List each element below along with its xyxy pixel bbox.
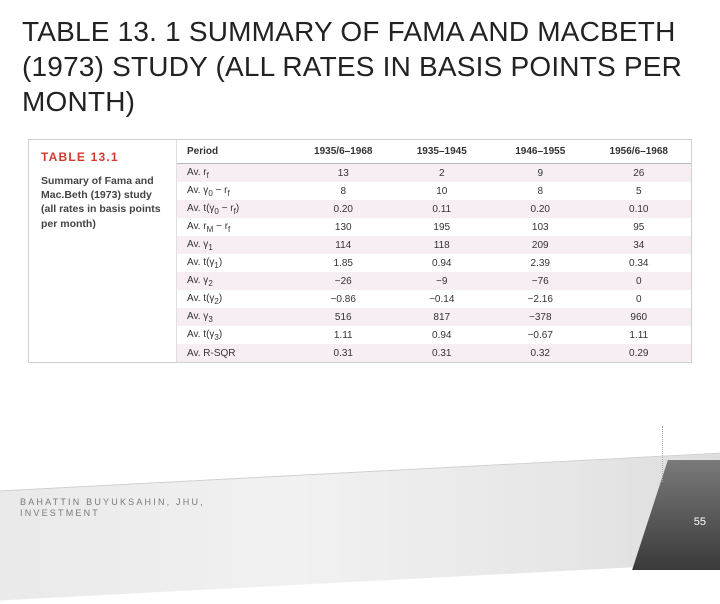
col-4: 1956/6–1968 — [593, 146, 692, 157]
footer-text: BAHATTIN BUYUKSAHIN, JHU, INVESTMENT — [20, 497, 205, 520]
cell: 209 — [494, 240, 593, 251]
table-header-row: Period 1935/6–1968 1935–1945 1946–1955 1… — [177, 140, 691, 164]
table-row: Av. t(γ2)−0.86−0.14−2.160 — [177, 290, 691, 308]
cell: 10 — [396, 186, 495, 197]
cell: −26 — [297, 276, 396, 287]
cell: 1.11 — [297, 330, 396, 341]
cell: 26 — [593, 168, 692, 179]
cell: 817 — [396, 312, 495, 323]
cell: −0.86 — [297, 294, 396, 305]
table-row: Av. γ3516817−378960 — [177, 308, 691, 326]
cell: 0 — [593, 276, 692, 287]
row-label: Av. t(γ2) — [177, 293, 297, 306]
row-label: Av. t(γ1) — [177, 257, 297, 270]
cell: 960 — [593, 312, 692, 323]
table-data-panel: Period 1935/6–1968 1935–1945 1946–1955 1… — [177, 140, 691, 362]
decorative-ruler — [662, 426, 664, 482]
row-label: Av. γ1 — [177, 239, 297, 252]
table-side-panel: TABLE 13.1 Summary of Fama and Mac.Beth … — [29, 140, 177, 362]
cell: −9 — [396, 276, 495, 287]
table-row: Av. γ2−26−9−760 — [177, 272, 691, 290]
row-label: Av. rf — [177, 167, 297, 180]
row-label: Av. γ3 — [177, 311, 297, 324]
row-label: Av. rM − rf — [177, 221, 297, 234]
footer-background — [0, 446, 720, 603]
cell: 0.34 — [593, 258, 692, 269]
slide-title: TABLE 13. 1 SUMMARY OF FAMA AND MACBETH … — [0, 0, 720, 129]
cell: 114 — [297, 240, 396, 251]
col-2: 1935–1945 — [396, 146, 495, 157]
cell: 103 — [494, 222, 593, 233]
cell: 8 — [297, 186, 396, 197]
row-label: Av. R-SQR — [177, 348, 297, 359]
row-label: Av. t(γ0 − rf) — [177, 203, 297, 216]
cell: 2 — [396, 168, 495, 179]
cell: 95 — [593, 222, 692, 233]
cell: 195 — [396, 222, 495, 233]
cell: 5 — [593, 186, 692, 197]
cell: 1.11 — [593, 330, 692, 341]
row-label: Av. t(γ3) — [177, 329, 297, 342]
cell: −0.67 — [494, 330, 593, 341]
footer-line2: INVESTMENT — [20, 508, 100, 518]
col-3: 1946–1955 — [494, 146, 593, 157]
table-caption: Summary of Fama and Mac.Beth (1973) stud… — [41, 174, 166, 231]
cell: 1.85 — [297, 258, 396, 269]
cell: −76 — [494, 276, 593, 287]
cell: 0.20 — [494, 204, 593, 215]
cell: 516 — [297, 312, 396, 323]
col-period: Period — [177, 146, 297, 157]
cell: 118 — [396, 240, 495, 251]
cell: 0.20 — [297, 204, 396, 215]
table-row: Av. rf132926 — [177, 164, 691, 182]
page-number: 55 — [694, 516, 706, 528]
cell: 0 — [593, 294, 692, 305]
cell: 0.31 — [297, 348, 396, 359]
table-row: Av. t(γ0 − rf)0.200.110.200.10 — [177, 200, 691, 218]
row-label: Av. γ2 — [177, 275, 297, 288]
cell: 34 — [593, 240, 692, 251]
cell: −2.16 — [494, 294, 593, 305]
table-container: TABLE 13.1 Summary of Fama and Mac.Beth … — [28, 139, 692, 363]
table-row: Av. γ111411820934 — [177, 236, 691, 254]
cell: −378 — [494, 312, 593, 323]
cell: 13 — [297, 168, 396, 179]
cell: 0.94 — [396, 258, 495, 269]
table-row: Av. rM − rf13019510395 — [177, 218, 691, 236]
cell: 2.39 — [494, 258, 593, 269]
col-1: 1935/6–1968 — [297, 146, 396, 157]
cell: 0.29 — [593, 348, 692, 359]
footer-line1: BAHATTIN BUYUKSAHIN, JHU, — [20, 497, 205, 507]
cell: 0.94 — [396, 330, 495, 341]
table-row: Av. R-SQR0.310.310.320.29 — [177, 344, 691, 362]
cell: −0.14 — [396, 294, 495, 305]
cell: 130 — [297, 222, 396, 233]
cell: 0.11 — [396, 204, 495, 215]
cell: 9 — [494, 168, 593, 179]
table-row: Av. t(γ3)1.110.94−0.671.11 — [177, 326, 691, 344]
cell: 0.32 — [494, 348, 593, 359]
cell: 8 — [494, 186, 593, 197]
row-label: Av. γ0 − rf — [177, 185, 297, 198]
table-row: Av. t(γ1)1.850.942.390.34 — [177, 254, 691, 272]
table-row: Av. γ0 − rf81085 — [177, 182, 691, 200]
cell: 0.31 — [396, 348, 495, 359]
cell: 0.10 — [593, 204, 692, 215]
table-label: TABLE 13.1 — [41, 150, 166, 164]
